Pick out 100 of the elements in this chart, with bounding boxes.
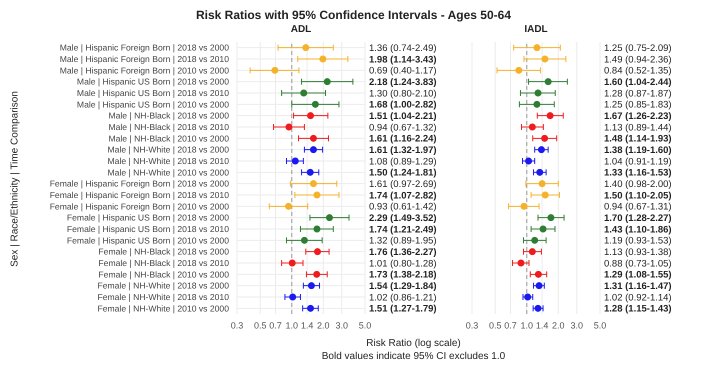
data-label: 1.28 (1.15-1.43) — [604, 304, 672, 315]
x-tick-label: 1.4 — [300, 320, 314, 330]
y-tick-label: Male | Hispanic Foreign Born | 2018 vs 2010 — [60, 54, 230, 64]
data-label: 1.76 (1.36-2.27) — [369, 246, 437, 258]
y-tick-label: Male | Hispanic US Born | 2010 vs 2000 — [76, 99, 230, 110]
y-tick-label: Female | NH-White | 2010 vs 2000 — [97, 303, 230, 314]
data-label: 1.01 (0.80-1.28) — [369, 258, 437, 270]
data-label: 1.04 (0.91-1.19) — [604, 156, 672, 168]
data-label: 1.60 (1.04-2.44) — [604, 76, 672, 88]
y-tick-label: Male | Hispanic US Born | 2018 vs 2010 — [76, 88, 230, 98]
data-label: 1.51 (1.27-1.79) — [369, 304, 437, 315]
point — [313, 192, 320, 198]
y-tick-label: Male | NH-Black | 2010 vs 2000 — [108, 133, 230, 144]
data-label: 1.31 (1.16-1.47) — [604, 280, 672, 292]
point — [289, 294, 296, 300]
y-tick-label: Male | NH-White | 2018 vs 2000 — [108, 144, 230, 155]
y-tick-label: Female | NH-Black | 2018 vs 2010 — [98, 258, 230, 268]
data-label: 1.61 (0.97-2.69) — [369, 178, 437, 190]
data-label: 1.54 (1.29-1.84) — [369, 280, 437, 292]
data-label: 1.25 (0.85-1.83) — [604, 100, 672, 111]
point — [546, 112, 554, 120]
point — [310, 146, 317, 154]
point — [312, 100, 319, 108]
data-label: 1.40 (0.98-2.00) — [604, 178, 672, 190]
x-tick-label: 5.0 — [594, 320, 606, 330]
data-label: 1.74 (1.07-2.82) — [369, 190, 437, 202]
y-tick-label: Male | Hispanic Foreign Born | 2010 vs 2000 — [60, 65, 230, 76]
data-label: 0.93 (0.61-1.42) — [369, 202, 437, 213]
point — [542, 192, 549, 198]
data-label: 1.25 (0.75-2.09) — [604, 42, 672, 54]
data-label: 1.30 (0.80-2.10) — [369, 88, 437, 100]
y-tick-label: Female | Hispanic Foreign Born | 2018 vs 2010 — [50, 190, 230, 200]
y-tick-label: Female | Hispanic Foreign Born | 2010 vs 2000 — [50, 201, 230, 212]
data-label: 1.02 (0.92-1.14) — [604, 292, 672, 304]
data-label: 1.98 (1.14-3.43) — [369, 54, 437, 66]
point — [536, 282, 543, 290]
point — [536, 168, 544, 176]
data-label: 1.48 (1.14-1.93) — [604, 134, 672, 145]
data-label: 1.29 (1.08-1.55) — [604, 270, 672, 281]
data-label: 1.08 (0.89-1.29) — [369, 156, 437, 168]
y-tick-label: Female | Hispanic US Born | 2010 vs 2000 — [66, 235, 230, 246]
chart-title: Risk Ratios with 95% Confidence Intervals - Ages 50-64 — [195, 8, 512, 24]
data-label: 1.19 (0.93-1.53) — [604, 236, 672, 247]
point — [538, 146, 545, 154]
data-label: 1.28 (0.87-1.87) — [604, 88, 672, 100]
data-label: 0.88 (0.73-1.05) — [604, 258, 672, 270]
y-tick-label: Female | NH-Black | 2010 vs 2000 — [98, 269, 230, 280]
point — [541, 56, 548, 62]
text: Bold values indicate 95% CI excludes 1.0 — [320, 351, 506, 362]
y-tick-label: Female | NH-White | 2018 vs 2010 — [97, 292, 230, 302]
y-axis-title: Sex | Race/Ethnicity | Time Comparison — [10, 91, 20, 267]
x-tick-label: 0.7 — [504, 320, 517, 330]
data-label: 0.94 (0.67-1.31) — [604, 202, 672, 213]
x-tick-label: 1.4 — [536, 320, 548, 330]
point — [306, 168, 314, 176]
y-tick-label: Female | Hispanic US Born | 2018 vs 2010 — [66, 224, 230, 234]
y-tick-label: Female | Hispanic US Born | 2018 vs 2000 — [66, 212, 230, 223]
y-tick-label: Male | NH-White | 2018 vs 2010 — [108, 156, 230, 166]
x-tick-label: 0.5 — [254, 320, 266, 330]
data-label: 1.67 (1.26-2.23) — [604, 110, 672, 122]
point — [534, 270, 542, 278]
data-label: 0.69 (0.40-1.17) — [369, 66, 437, 77]
data-label: 1.38 (1.19-1.60) — [604, 144, 672, 156]
data-label: 1.33 (1.16-1.53) — [604, 168, 672, 179]
point — [308, 282, 315, 290]
point — [313, 226, 320, 232]
data-label: 1.61 (1.32-1.97) — [369, 144, 437, 156]
x-tick-label: 0.7 — [269, 320, 282, 330]
data-label: 1.13 (0.93-1.38) — [604, 246, 672, 258]
data-label: 1.51 (1.04-2.21) — [369, 110, 437, 122]
y-tick-label: Male | NH-Black | 2018 vs 2000 — [108, 110, 230, 121]
x-tick-label: 0.3 — [230, 320, 244, 330]
point — [292, 158, 299, 164]
chart-subtitle: IADL — [523, 24, 549, 37]
data-label: 1.32 (0.89-1.95) — [369, 236, 437, 247]
point — [533, 44, 540, 52]
y-tick-label: Female | Hispanic Foreign Born | 2018 vs 2000 — [50, 178, 230, 189]
chart-subtitle: ADL — [290, 24, 312, 37]
point — [288, 260, 296, 266]
point — [534, 90, 542, 96]
data-label: 1.74 (1.21-2.49) — [369, 224, 437, 236]
point — [531, 236, 538, 244]
data-label: 2.18 (1.24-3.83) — [369, 76, 437, 88]
data-label: 1.36 (0.74-2.49) — [369, 42, 437, 54]
data-label: 1.13 (0.89-1.44) — [604, 122, 672, 134]
x-tick-label: 0.5 — [488, 320, 502, 330]
y-tick-label: Male | Hispanic Foreign Born | 2018 vs 2000 — [60, 42, 230, 53]
point — [310, 180, 317, 188]
x-tick-label: 2.0 — [317, 320, 330, 330]
data-label: 1.61 (1.16-2.24) — [369, 134, 437, 145]
x-tick-label: 1.0 — [520, 320, 534, 330]
data-label: 1.68 (1.00-2.82) — [369, 100, 437, 111]
point — [525, 158, 532, 164]
point — [533, 100, 540, 108]
point — [538, 180, 546, 188]
point — [302, 44, 310, 52]
data-label: 1.70 (1.28-2.27) — [604, 212, 672, 224]
y-tick-label: Male | Hispanic US Born | 2018 vs 2000 — [76, 76, 230, 87]
data-label: 1.02 (0.86-1.21) — [369, 292, 437, 304]
data-label: 0.94 (0.67-1.32) — [369, 122, 437, 134]
